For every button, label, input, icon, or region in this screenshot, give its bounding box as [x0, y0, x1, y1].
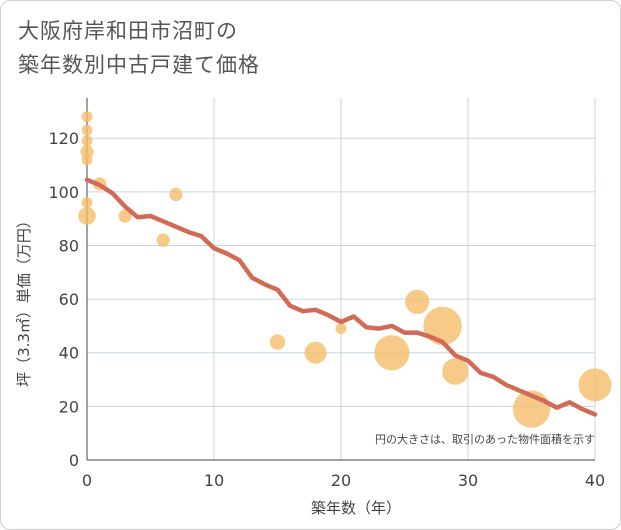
- x-tick-label: 10: [204, 471, 224, 490]
- chart-title: 大阪府岸和田市沼町の 築年数別中古戸建て価格: [18, 14, 260, 82]
- trend-line: [84, 177, 598, 417]
- bubble-point: [304, 341, 327, 364]
- bubble-point: [81, 135, 93, 147]
- bubble-point: [156, 233, 170, 247]
- bubble-point: [81, 111, 93, 123]
- grid-lines: [87, 98, 596, 460]
- trend-series: [84, 177, 598, 417]
- y-tick-label: 40: [59, 344, 79, 363]
- y-tick-label: 0: [69, 451, 79, 470]
- bubble-point: [374, 335, 410, 371]
- bubble-point: [81, 124, 93, 136]
- y-tick-label: 120: [48, 129, 79, 148]
- y-tick-label: 80: [59, 236, 79, 255]
- bubble-point: [442, 358, 469, 385]
- bubble-point: [118, 209, 132, 223]
- bubble-point: [81, 197, 93, 209]
- bubble-point: [423, 306, 462, 346]
- bubble-size-note: 円の大きさは、取引のあった物件面積を示す: [375, 432, 595, 446]
- bubble-series: [78, 111, 612, 428]
- chart-title-line-2: 築年数別中古戸建て価格: [18, 53, 260, 77]
- y-tick-label: 60: [59, 290, 79, 309]
- y-tick-label: 20: [59, 397, 79, 416]
- bubble-point: [335, 323, 347, 335]
- bubble-point: [578, 368, 612, 402]
- x-tick-label: 40: [585, 471, 605, 490]
- bubble-point: [81, 154, 93, 166]
- tick-labels: 0 10 20 30 40 0 20 40 60 80 100 120: [48, 129, 605, 490]
- x-tick-label: 20: [331, 471, 351, 490]
- x-tick-label: 30: [458, 471, 478, 490]
- y-axis-label: 坪（3.3㎡）単価（万円）: [15, 213, 33, 387]
- bubble-point: [78, 207, 96, 225]
- chart-title-line-1: 大阪府岸和田市沼町の: [18, 19, 238, 43]
- bubble-point: [405, 289, 430, 314]
- bubble-point: [269, 334, 286, 350]
- x-tick-label: 0: [82, 471, 92, 490]
- bubble-point: [80, 145, 94, 159]
- bubble-point: [169, 187, 183, 202]
- y-tick-label: 100: [48, 183, 79, 202]
- x-axis-label: 築年数（年）: [311, 499, 401, 517]
